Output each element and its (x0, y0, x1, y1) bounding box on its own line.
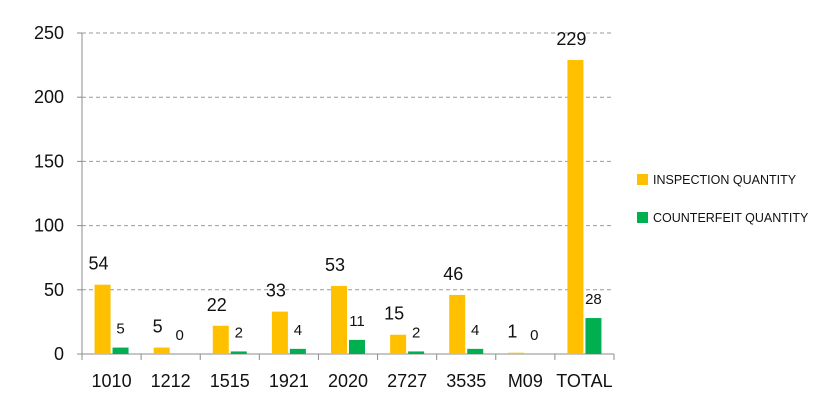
bar-counterfeit-3535 (467, 348, 484, 354)
y-tick-label-50: 50 (44, 280, 64, 300)
y-tick-label-250: 250 (34, 23, 64, 43)
data-label-inspection-3535: 46 (443, 264, 463, 284)
bars (94, 59, 602, 355)
x-tick-label-1212: 1212 (151, 371, 191, 391)
x-tick-label-1921: 1921 (269, 371, 309, 391)
data-label-inspection-1010: 54 (89, 254, 109, 274)
x-tick-label-3535: 3535 (446, 371, 486, 391)
bar-inspection-3535 (449, 294, 466, 354)
x-tick-label-1010: 1010 (92, 371, 132, 391)
bar-counterfeit-TOTAL (585, 318, 602, 354)
data-label-counterfeit-1515: 2 (235, 324, 243, 341)
legend-swatch-1 (637, 212, 648, 223)
y-tick-label-0: 0 (54, 344, 64, 364)
y-tick-label-100: 100 (34, 216, 64, 236)
x-tick-label-2020: 2020 (328, 371, 368, 391)
axes (77, 32, 615, 360)
bar-inspection-2020 (331, 285, 347, 354)
data-label-inspection-1921: 33 (266, 281, 286, 301)
data-label-inspection-1515: 22 (207, 295, 227, 315)
data-label-counterfeit-2727: 2 (412, 324, 420, 341)
grid-lines (82, 32, 614, 291)
bar-inspection-1515 (212, 325, 229, 354)
data-label-counterfeit-1010: 5 (116, 321, 124, 338)
legend-label-0: INSPECTION QUANTITY (653, 173, 797, 187)
data-label-counterfeit-TOTAL: 28 (585, 291, 602, 308)
data-label-counterfeit-M09: 0 (530, 327, 538, 344)
data-label-counterfeit-2020: 11 (349, 313, 365, 330)
bar-inspection-2727 (390, 334, 407, 354)
bar-counterfeit-1515 (230, 351, 247, 354)
legend: INSPECTION QUANTITY COUNTERFEIT QUANTITY (637, 173, 809, 225)
bar-inspection-1010 (94, 284, 111, 354)
legend-label-1: COUNTERFEIT QUANTITY (653, 211, 809, 225)
y-axis-ticks: 0 50 100 150 200 250 (34, 23, 64, 364)
y-tick-label-200: 200 (34, 87, 64, 107)
x-tick-label-M09: M09 (508, 371, 543, 391)
data-label-inspection-1212: 5 (153, 317, 163, 337)
x-tick-label-2727: 2727 (387, 371, 427, 391)
bar-counterfeit-2020 (349, 339, 365, 354)
data-label-inspection-2727: 15 (384, 304, 404, 324)
data-label-inspection-M09: 1 (507, 322, 517, 342)
bar-counterfeit-1921 (289, 348, 306, 354)
x-tick-label-TOTAL: TOTAL (556, 371, 612, 391)
bar-inspection-M09 (508, 352, 525, 354)
legend-swatch-0 (637, 174, 648, 185)
bar-inspection-1212 (153, 347, 170, 354)
x-tick-label-1515: 1515 (210, 371, 250, 391)
data-label-inspection-2020: 53 (325, 255, 345, 275)
bar-counterfeit-1010 (112, 347, 129, 354)
bar-inspection-1921 (271, 311, 288, 354)
bar-counterfeit-2727 (408, 351, 425, 354)
data-label-counterfeit-3535: 4 (471, 322, 479, 339)
y-tick-label-150: 150 (34, 151, 64, 171)
bar-inspection-TOTAL (567, 59, 584, 355)
data-label-counterfeit-1212: 0 (175, 327, 183, 344)
data-label-inspection-TOTAL: 229 (556, 29, 586, 49)
data-label-counterfeit-1921: 4 (294, 322, 302, 339)
x-axis-ticks: 1010 1212 1515 1921 2020 2727 3535 M09 TOTAL (92, 371, 613, 391)
